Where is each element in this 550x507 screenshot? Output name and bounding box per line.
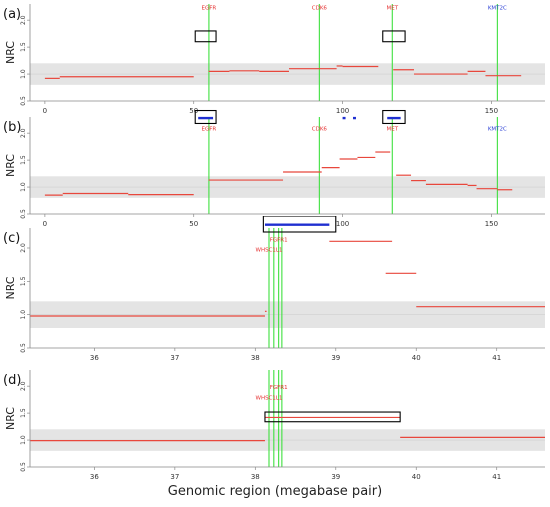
x-tick-label: 40: [412, 473, 421, 481]
y-axis-title: NRC: [4, 41, 17, 64]
x-tick-label: 50: [189, 107, 198, 115]
y-tick-label: 0.5: [20, 96, 27, 106]
x-tick-label: 100: [336, 220, 349, 228]
panel-4: WHSC1L1 FGFR1 0.5 1.0 1.5 2.0 36 37 38 39 40 41 NRC (…: [3, 370, 545, 481]
highlight-box: [382, 30, 406, 43]
highlight-box: [262, 216, 337, 233]
y-tick-label: 1.0: [20, 310, 27, 320]
x-tick-label: 38: [251, 473, 260, 481]
x-tick-label: 100: [336, 107, 349, 115]
gene-label: KMT2C: [488, 126, 507, 132]
y-tick-label: 2.0: [20, 381, 27, 391]
highlight-box: [194, 109, 217, 125]
panel-2: EGFR CDK6 MET KMT2C 0.5 1.0 1.5 2.0 0 50 100 150 NRC…: [3, 109, 545, 228]
x-tick-label: 37: [170, 354, 179, 362]
gene-label: EGFR: [202, 126, 217, 132]
x-tick-label: 0: [43, 107, 47, 115]
x-axis-title: Genomic region (megabase pair): [167, 484, 383, 499]
gene-label: WHSC1L1: [256, 396, 283, 402]
panel-1: EGFR CDK6 MET KMT2C 0.5 1.0 1.5 2.0 0 50 100 150 NRC…: [3, 4, 545, 115]
y-tick-label: 1.0: [20, 182, 27, 192]
panel-label: (d): [3, 373, 21, 388]
plot-area: [44, 30, 522, 79]
x-tick-label: 150: [485, 220, 498, 228]
x-tick-label: 0: [43, 220, 47, 228]
y-tick-label: 2.0: [20, 243, 27, 253]
panel-label: (b): [3, 120, 21, 135]
x-tick-label: 36: [90, 473, 99, 481]
gene-label: MET: [386, 126, 398, 132]
y-axis-title: NRC: [4, 154, 17, 177]
y-tick-label: 1.5: [20, 155, 27, 165]
y-tick-label: 0.5: [20, 343, 27, 353]
x-tick-label: 36: [90, 354, 99, 362]
y-tick-label: 1.0: [20, 69, 27, 79]
y-tick-label: 1.0: [20, 435, 27, 445]
x-tick-label: 50: [189, 220, 198, 228]
highlight-box: [264, 411, 401, 423]
x-tick-label: 39: [331, 473, 340, 481]
gene-label: FGFR1: [270, 385, 288, 391]
gene-label: CDK6: [312, 5, 328, 11]
y-axis-title: NRC: [4, 276, 17, 299]
panel-label: (a): [3, 7, 21, 22]
x-tick-label: 41: [492, 354, 501, 362]
plot-area: [30, 411, 545, 442]
panel-label: (c): [3, 231, 20, 246]
x-tick-label: 38: [251, 354, 260, 362]
y-tick-label: 0.5: [20, 462, 27, 472]
y-tick-label: 1.5: [20, 276, 27, 286]
y-tick-label: 0.5: [20, 209, 27, 219]
gene-label: FGFR1: [270, 237, 288, 243]
y-tick-label: 2.0: [20, 128, 27, 138]
x-tick-label: 41: [492, 473, 501, 481]
x-tick-label: 39: [331, 354, 340, 362]
highlight-box: [194, 30, 217, 43]
x-tick-label: 150: [485, 107, 498, 115]
y-axis-title: NRC: [4, 407, 17, 430]
highlight-box: [382, 109, 406, 125]
plot-area: [30, 216, 545, 317]
gene-label: CDK6: [312, 126, 328, 132]
y-tick-label: 2.0: [20, 15, 27, 25]
gene-label: MET: [386, 5, 398, 11]
plot-area: [44, 109, 513, 196]
y-tick-label: 1.5: [20, 42, 27, 52]
panel-3: WHSC1L1 FGFR1 0.5 1.0 1.5 2.0 36 37 38 39 40 41 NRC (…: [3, 216, 545, 362]
gene-label: EGFR: [202, 5, 217, 11]
x-tick-label: 40: [412, 354, 421, 362]
gene-label: WHSC1L1: [256, 247, 283, 253]
gene-label: KMT2C: [488, 5, 507, 11]
x-tick-label: 37: [170, 473, 179, 481]
y-tick-label: 1.5: [20, 408, 27, 418]
